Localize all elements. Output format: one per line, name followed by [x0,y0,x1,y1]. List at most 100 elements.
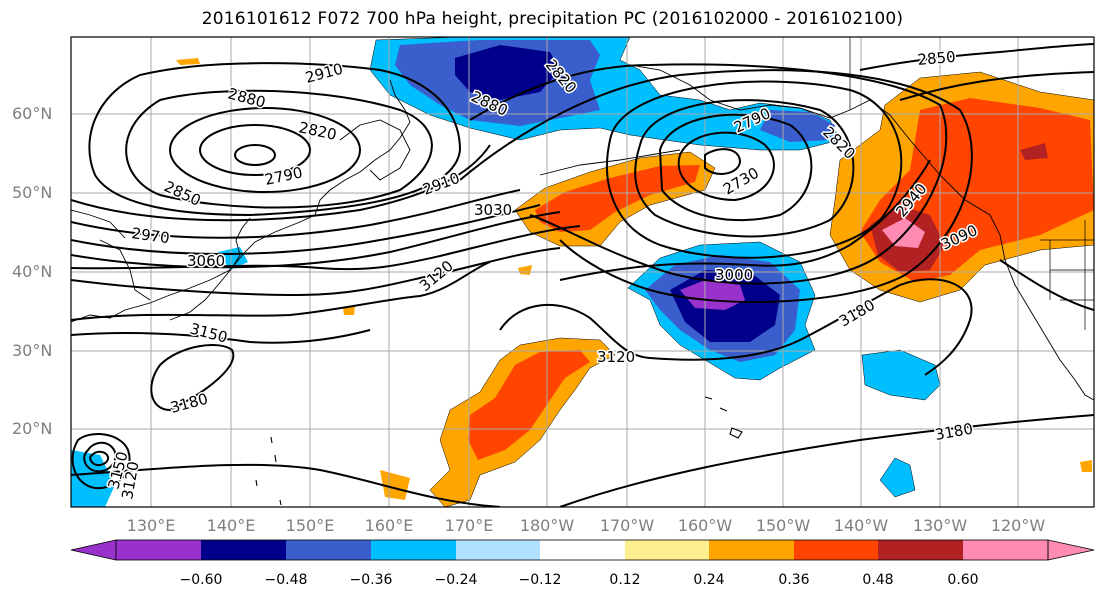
central-purple-core [680,280,745,310]
us-state-borders [1040,220,1094,330]
contour-label-2850-ne: 2850 [917,48,957,69]
north-darkblue-core [455,45,560,100]
japan-blue-patch [218,247,248,270]
colorbar-tick-048: 0.48 [862,572,894,588]
lat-label-30n: 30°N [12,341,53,360]
pacific-islets [255,436,282,506]
lat-label-50n: 50°N [12,183,53,202]
colorbar-tick-neg048: −0.48 [264,572,308,588]
negative-precip-shading [71,37,941,507]
typhoon-low [71,433,131,490]
colorbar-bin-2 [201,540,286,560]
low-2770-center [704,148,742,175]
colorbar-tick-neg012: −0.12 [518,572,562,588]
contour-3150 [71,329,371,344]
contour-3000-east [559,159,931,281]
small-orange-patch-3 [380,470,410,500]
contour-label-3000: 3000 [715,266,753,284]
northeast-pink-core [882,218,925,248]
subtropic-red-region [468,350,590,460]
east-blue-patch [861,349,941,401]
lon-label-160w: 160°W [677,516,733,535]
lon-label-140w: 140°W [833,516,889,535]
lon-label-150e: 150°E [285,516,335,535]
positive-precip-shading [176,58,1094,507]
pacific-red-band [535,165,700,232]
lon-label-140e: 140°E [206,516,256,535]
hawaii-islands [704,396,743,439]
small-orange-patch-4 [1080,460,1092,472]
colorbar-bin-3 [286,540,371,560]
map-frame [70,36,1095,508]
northeast-darkred-patch [1020,143,1048,160]
contour-2880-east [469,63,948,285]
contour-2790-east [658,113,813,222]
colorbar-tick-012: 0.12 [609,572,641,588]
alaska-coastline [629,64,871,119]
colorbar-outline [115,539,1049,561]
contour-3180-center [499,278,973,376]
contour-2820-east [634,99,855,238]
contour-3030 [71,211,561,269]
lon-label-130e: 130°E [126,516,176,535]
contour-2850-low [169,107,361,193]
contour-2940 [71,144,491,222]
lon-label-150w: 150°W [755,516,811,535]
lon-label-180w: 180°W [519,516,575,535]
colorbar-bin-7 [625,540,709,560]
asia-coastline [71,79,411,323]
contour-2880-ne [899,71,1094,101]
lat-label-40n: 40°N [12,262,53,281]
small-yellow-patch [176,58,200,65]
contour-3090 [71,247,561,297]
height-contours [71,43,1094,507]
contour-2970 [71,189,521,239]
lat-label-60n: 60°N [12,104,53,123]
lon-label-160e: 160°E [364,516,414,535]
contour-label-3030: 3030 [474,201,512,219]
colorbar-bin-4 [371,540,456,560]
north-america-coastline [869,99,1094,401]
contour-3180-loop [150,344,235,412]
contour-2820-low [199,124,311,176]
southeast-blue-patch [879,457,916,498]
colorbar-extend-low [70,539,117,561]
kamchatka-coastline [339,119,411,181]
colorbar-extend-high [1047,539,1095,561]
colorbar-bin-5 [456,540,540,560]
colorbar-bin-11 [963,540,1048,560]
colorbar-bin-6 [540,540,625,560]
contour-2910-low [88,62,462,217]
north-blue-east [760,110,835,142]
contour-2910-east [459,69,973,303]
contour-2880-low [125,89,433,209]
contour-label-3060: 3060 [187,252,225,270]
lon-label-130w: 130°W [912,516,968,535]
contour-3120-east [999,259,1094,311]
colorbar-tick-neg060: −0.60 [179,572,223,588]
contour-2760 [677,131,775,202]
contour-3150-south [71,414,1094,507]
contour-3060 [71,225,581,271]
contour-2850-east [606,80,903,259]
contour-label-3180-c: 3120 [597,348,635,366]
map-panel: 2910 2880 2820 2790 2850 2970 3060 3150 … [71,37,1094,507]
contour-3120 [71,261,491,321]
colorbar-bin-1 [116,540,201,560]
lon-label-170e: 170°E [444,516,494,535]
map-gridlines [71,37,1094,507]
contour-2850-ne [859,43,1094,71]
colorbar-bin-8 [709,540,794,560]
low-center-2790 [234,144,276,166]
colorbar [70,539,1095,561]
contour-3000 [71,204,541,255]
colorbar-tick-060: 0.60 [947,572,979,588]
colorbar-bin-10 [878,540,963,560]
colorbar-tick-024: 0.24 [693,572,725,588]
lon-label-120w: 120°W [990,516,1046,535]
colorbar-tick-neg024: −0.24 [434,572,478,588]
colorbar-tick-036: 0.36 [778,572,810,588]
colorbar-bin-9 [794,540,878,560]
lon-label-170w: 170°W [599,516,655,535]
